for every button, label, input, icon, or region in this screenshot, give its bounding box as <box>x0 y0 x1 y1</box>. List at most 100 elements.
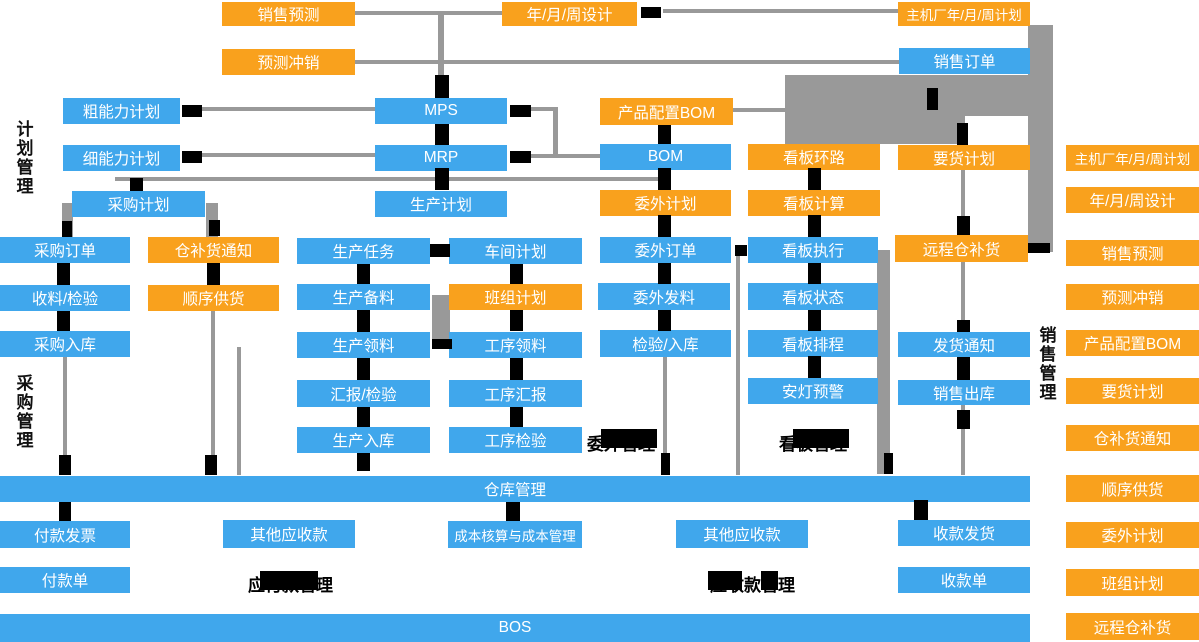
node-process-inspect: 工序检验 <box>449 427 582 453</box>
node-purchase-plan: 采购计划 <box>72 191 205 217</box>
node-production-inbound: 生产入库 <box>297 427 430 453</box>
node-production-prepare: 生产备料 <box>297 284 430 310</box>
connector-black-bar <box>735 245 747 256</box>
node-mps: MPS <box>375 98 507 124</box>
connector-black-bar <box>1028 243 1050 253</box>
connector-black-bar <box>182 105 202 117</box>
connector-black-bar <box>658 310 671 331</box>
node-outsourcing-order: 委外订单 <box>600 237 731 263</box>
connector-black-bar <box>661 453 670 475</box>
connector-black-bar <box>914 500 928 520</box>
connector-black-bar <box>708 571 742 590</box>
node-r-ymw-design: 年/月/周设计 <box>1066 187 1199 213</box>
connector-black-bar <box>510 264 523 284</box>
connector-black-bar <box>430 244 450 257</box>
node-team-plan: 班组计划 <box>449 284 582 310</box>
connector-line <box>115 177 665 181</box>
connector-black-bar <box>658 263 671 284</box>
node-payment-invoice: 付款发票 <box>0 521 130 548</box>
node-fine-capacity: 细能力计划 <box>63 145 180 171</box>
node-warehouse-mgmt: 仓库管理 <box>0 476 1030 502</box>
connector-line <box>530 107 558 111</box>
connector-line <box>200 153 375 157</box>
node-report-inspect: 汇报/检验 <box>297 380 430 407</box>
connector-black-bar <box>209 220 220 236</box>
connector-black-bar <box>57 311 70 331</box>
connector-black-bar <box>601 429 657 448</box>
node-kanban-exec: 看板执行 <box>748 237 878 263</box>
connector-black-bar <box>957 123 968 145</box>
connector-line <box>785 116 965 144</box>
node-kanban-loop: 看板环路 <box>748 144 880 170</box>
node-cost-mgmt: 成本核算与成本管理 <box>448 521 582 548</box>
connector-black-bar <box>641 7 661 18</box>
node-r-forecast-writeoff: 预测冲销 <box>1066 284 1199 310</box>
node-process-report: 工序汇报 <box>449 380 582 407</box>
node-production-picking: 生产领料 <box>297 332 430 358</box>
connector-line <box>733 108 785 112</box>
connector-black-bar <box>357 453 370 471</box>
connector-black-bar <box>57 263 70 285</box>
node-r-warehouse-replenish: 仓补货通知 <box>1066 425 1199 451</box>
node-receipt-slip: 收款单 <box>898 567 1030 593</box>
node-kanban-calc: 看板计算 <box>748 190 880 216</box>
connector-line <box>961 170 965 236</box>
node-payment-slip: 付款单 <box>0 567 130 593</box>
connector-line <box>961 405 965 475</box>
node-kanban-status: 看板状态 <box>748 283 878 310</box>
connector-line <box>785 75 1030 116</box>
connector-black-bar <box>658 215 671 237</box>
connector-black-bar <box>59 455 71 475</box>
connector-black-bar <box>130 178 143 191</box>
connector-line <box>1028 25 1053 252</box>
node-sales-forecast-top: 销售预测 <box>222 2 355 26</box>
connector-line <box>355 60 899 64</box>
connector-line <box>736 256 740 475</box>
connector-black-bar <box>957 410 970 429</box>
node-bos: BOS <box>0 614 1030 642</box>
connector-line <box>62 203 73 238</box>
connector-line <box>200 107 375 111</box>
node-kanban-schedule: 看板排程 <box>748 330 878 357</box>
connector-black-bar <box>957 216 970 235</box>
connector-black-bar <box>658 125 671 144</box>
connector-line <box>553 107 558 157</box>
node-workshop-plan: 车间计划 <box>449 238 582 264</box>
node-process-picking: 工序领料 <box>449 332 582 358</box>
connector-line <box>211 311 215 475</box>
node-bom: BOM <box>600 144 731 170</box>
connector-black-bar <box>62 221 72 237</box>
connector-line <box>663 9 898 13</box>
connector-black-bar <box>510 105 531 117</box>
node-r-delivery-plan: 要货计划 <box>1066 378 1199 404</box>
node-ymw-design-top: 年/月/周设计 <box>502 2 637 26</box>
node-mrp: MRP <box>375 145 507 171</box>
node-sales-outbound: 销售出库 <box>898 380 1030 405</box>
connector-black-bar <box>793 429 849 448</box>
connector-black-bar <box>432 339 452 349</box>
connector-black-bar <box>808 310 821 331</box>
connector-black-bar <box>435 124 449 145</box>
node-forecast-writeoff-top: 预测冲销 <box>222 49 355 75</box>
connector-black-bar <box>357 310 370 332</box>
connector-black-bar <box>957 357 970 380</box>
node-other-receivable-2: 其他应收款 <box>676 520 808 548</box>
connector-black-bar <box>510 151 531 163</box>
node-r-sequence-supply: 顺序供货 <box>1066 475 1199 502</box>
connector-line <box>237 347 241 475</box>
node-warehouse-replenish-notice: 仓补货通知 <box>148 237 279 263</box>
connector-black-bar <box>435 168 449 190</box>
connector-line <box>355 11 502 15</box>
node-remote-replenish: 远程仓补货 <box>895 235 1028 262</box>
node-rough-capacity: 粗能力计划 <box>63 98 180 124</box>
connector-black-bar <box>927 88 938 110</box>
connector-black-bar <box>761 571 778 590</box>
node-product-config-bom: 产品配置BOM <box>600 98 733 125</box>
connector-black-bar <box>808 168 821 190</box>
node-other-receivable-1: 其他应收款 <box>223 520 355 548</box>
node-r-product-config-bom: 产品配置BOM <box>1066 330 1199 356</box>
connector-black-bar <box>506 502 520 521</box>
connector-black-bar <box>808 356 821 378</box>
connector-black-bar <box>207 263 220 285</box>
